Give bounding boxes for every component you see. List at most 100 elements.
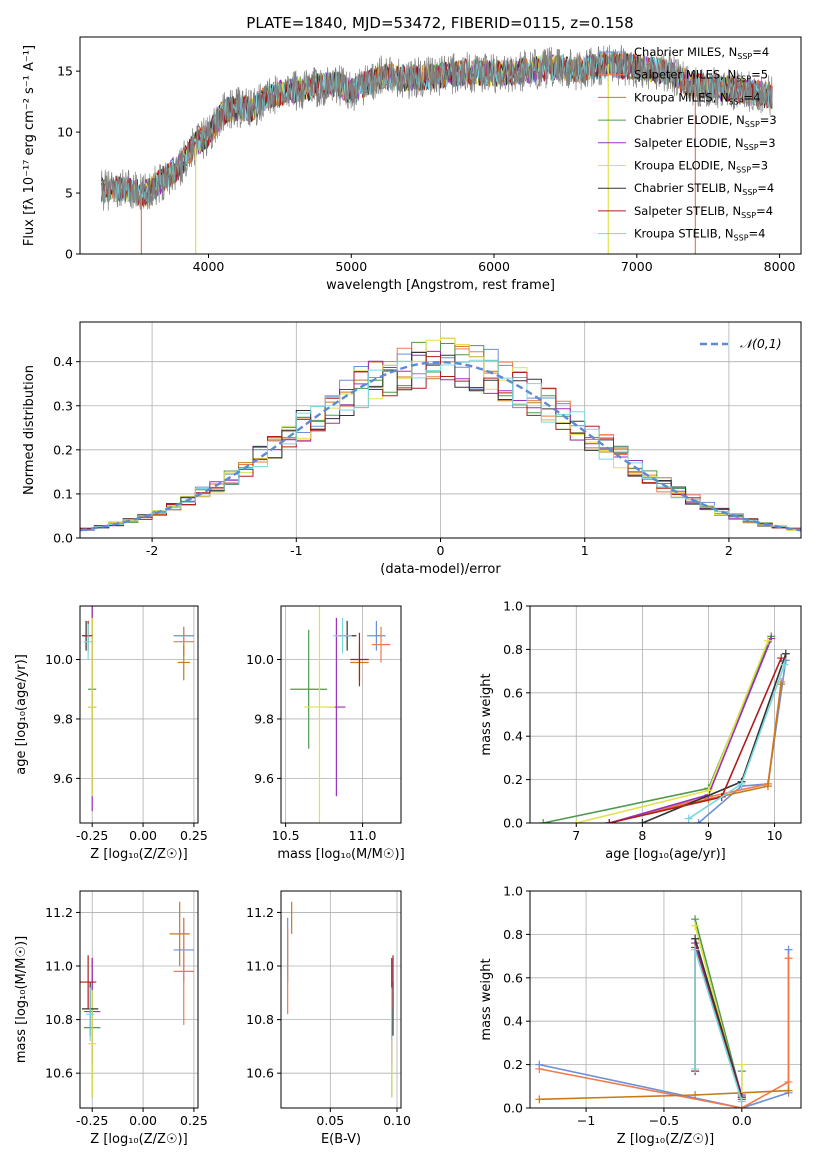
plot-area	[80, 901, 194, 1098]
y-tick-label: 0.0	[503, 1101, 523, 1116]
y-tick-label: 9.8	[254, 711, 274, 726]
y-tick-label: 10.0	[45, 652, 73, 667]
x-axis-label: wavelength [Angstrom, rest frame]	[326, 278, 555, 293]
mass-weight-marker	[684, 814, 693, 823]
mass-vs-extinction-panel: 0.05 0.10 10.6 10.8 11.0 11.2 E(B-V)	[246, 890, 411, 1147]
axes-frame	[79, 605, 199, 824]
mass-weight-line	[543, 636, 773, 823]
x-tick-label: 0.25	[180, 1113, 208, 1128]
mass-weight-marker	[777, 680, 786, 689]
mass-weight-marker	[784, 1077, 793, 1086]
x-tick-label: 7000	[621, 259, 653, 274]
y-tick-label: 1.0	[503, 884, 523, 899]
y-tick-label: 0.1	[53, 486, 73, 501]
y-axis-label: mass weight	[479, 958, 494, 1040]
mass-weight-marker	[691, 1090, 700, 1099]
age-vs-mass-panel: 10.5 11.0 9.6 9.8 10.0 mass [log₁₀(M/M☉)]	[246, 605, 405, 862]
x-axis-label: Z [log₁₀(Z/Z☉)]	[90, 1132, 187, 1147]
observed-spectrum-line	[101, 44, 773, 211]
legend-label: Salpeter MILES, NSSP=5	[634, 68, 768, 84]
y-axis-label: mass weight	[479, 673, 494, 755]
y-tick-label: 0.4	[503, 729, 523, 744]
y-tick-label: 10	[57, 125, 73, 140]
x-tick-label: 1	[581, 543, 589, 558]
x-tick-label: 11.0	[349, 828, 377, 843]
y-tick-label: 0.3	[53, 398, 73, 413]
legend-label: Salpeter STELIB, NSSP=4	[634, 204, 773, 220]
legend-label: Chabrier STELIB, NSSP=4	[634, 181, 774, 197]
mass-weight-vs-metallicity-panel: −1 −0.5 0.0 0.0 0.2 0.4 0.6 0.8 1.0 Z [log₁₀(Z/Z☉…	[479, 884, 802, 1147]
x-tick-label: −0.5	[649, 1113, 679, 1128]
y-axis-label: age [log₁₀(age/yr)]	[14, 654, 29, 775]
y-tick-label: 9.6	[254, 771, 274, 786]
y-tick-label: 10.0	[246, 652, 274, 667]
y-tick-label: 9.6	[53, 771, 73, 786]
x-tick-label: 0	[437, 543, 445, 558]
mass-weight-marker	[691, 934, 700, 943]
axes-frame	[529, 605, 802, 824]
plot-area	[100, 44, 773, 254]
x-axis-label: (data-model)/error	[380, 562, 501, 577]
x-tick-label: -2	[146, 543, 158, 558]
mass-weight-marker	[784, 954, 793, 963]
plot-area	[287, 901, 394, 1098]
y-tick-label: 9.8	[53, 711, 73, 726]
plot-area	[539, 632, 790, 823]
mass-weight-marker	[539, 819, 548, 823]
x-tick-label: 0.05	[316, 1113, 344, 1128]
mass-weight-marker	[737, 1060, 746, 1069]
normal-reference-curve	[80, 360, 801, 532]
x-tick-label: 0.0	[732, 1113, 752, 1128]
y-tick-label: 0.0	[503, 816, 523, 831]
legend-label: Chabrier MILES, NSSP=4	[634, 45, 769, 61]
legend-label: 𝒩(0,1)	[740, 336, 782, 351]
legend-label: Kroupa ELODIE, NSSP=3	[634, 159, 768, 175]
plot-area	[535, 915, 793, 1108]
x-tick-label: 4000	[193, 259, 225, 274]
axes-frame	[79, 890, 199, 1109]
y-tick-label: 15	[57, 64, 73, 79]
x-axis-label: Z [log₁₀(Z/Z☉)]	[90, 847, 187, 862]
y-tick-label: 0	[65, 247, 73, 262]
y-tick-label: 11.0	[246, 959, 274, 974]
y-tick-label: 0.6	[503, 970, 523, 985]
mass-weight-marker	[691, 1064, 700, 1073]
x-tick-label: 0.10	[383, 1113, 411, 1128]
mass-weight-vs-age-panel: 7 8 9 10 0.0 0.2 0.4 0.6 0.8 1.0 age [log₁₀(age/yr…	[479, 599, 802, 862]
x-tick-label: 8000	[764, 259, 796, 274]
x-tick-label: -0.25	[76, 1113, 108, 1128]
mass-weight-marker	[572, 819, 581, 823]
y-tick-label: 0.2	[503, 772, 523, 787]
mass-weight-marker	[780, 660, 789, 669]
x-tick-label: −1	[577, 1113, 595, 1128]
x-tick-label: -1	[290, 543, 302, 558]
mass-weight-marker	[784, 1086, 793, 1095]
residual-histogram-step	[80, 337, 801, 531]
mass-weight-marker	[777, 654, 786, 663]
axes-frame	[280, 605, 402, 824]
mass-weight-marker	[784, 945, 793, 954]
mass-weight-marker	[763, 782, 772, 791]
x-tick-label: 8	[638, 828, 646, 843]
legend-label: Chabrier ELODIE, NSSP=3	[634, 113, 777, 129]
x-tick-label: 0.00	[129, 828, 157, 843]
x-axis-label: E(B-V)	[321, 1132, 361, 1147]
mass-weight-line	[539, 958, 790, 1108]
x-tick-label: 9	[704, 828, 712, 843]
x-tick-label: 6000	[478, 259, 510, 274]
y-tick-label: 11.2	[246, 905, 274, 920]
mass-weight-marker	[737, 779, 746, 788]
x-tick-label: 7	[572, 828, 580, 843]
mass-weight-line	[694, 949, 743, 1102]
y-tick-label: 10.8	[45, 1012, 73, 1027]
y-tick-label: 5	[65, 186, 73, 201]
mass-weight-line	[609, 683, 782, 823]
plot-area	[290, 606, 391, 823]
mass-weight-marker	[737, 1097, 746, 1106]
mass-vs-metallicity-panel: -0.25 0.00 0.25 10.6 10.8 11.0 11.2 Z [log₁₀(Z/…	[14, 890, 208, 1147]
mass-weight-marker	[763, 636, 772, 645]
y-tick-label: 0.8	[503, 927, 523, 942]
y-tick-label: 10.6	[45, 1066, 73, 1081]
y-tick-label: 0.4	[503, 1014, 523, 1029]
